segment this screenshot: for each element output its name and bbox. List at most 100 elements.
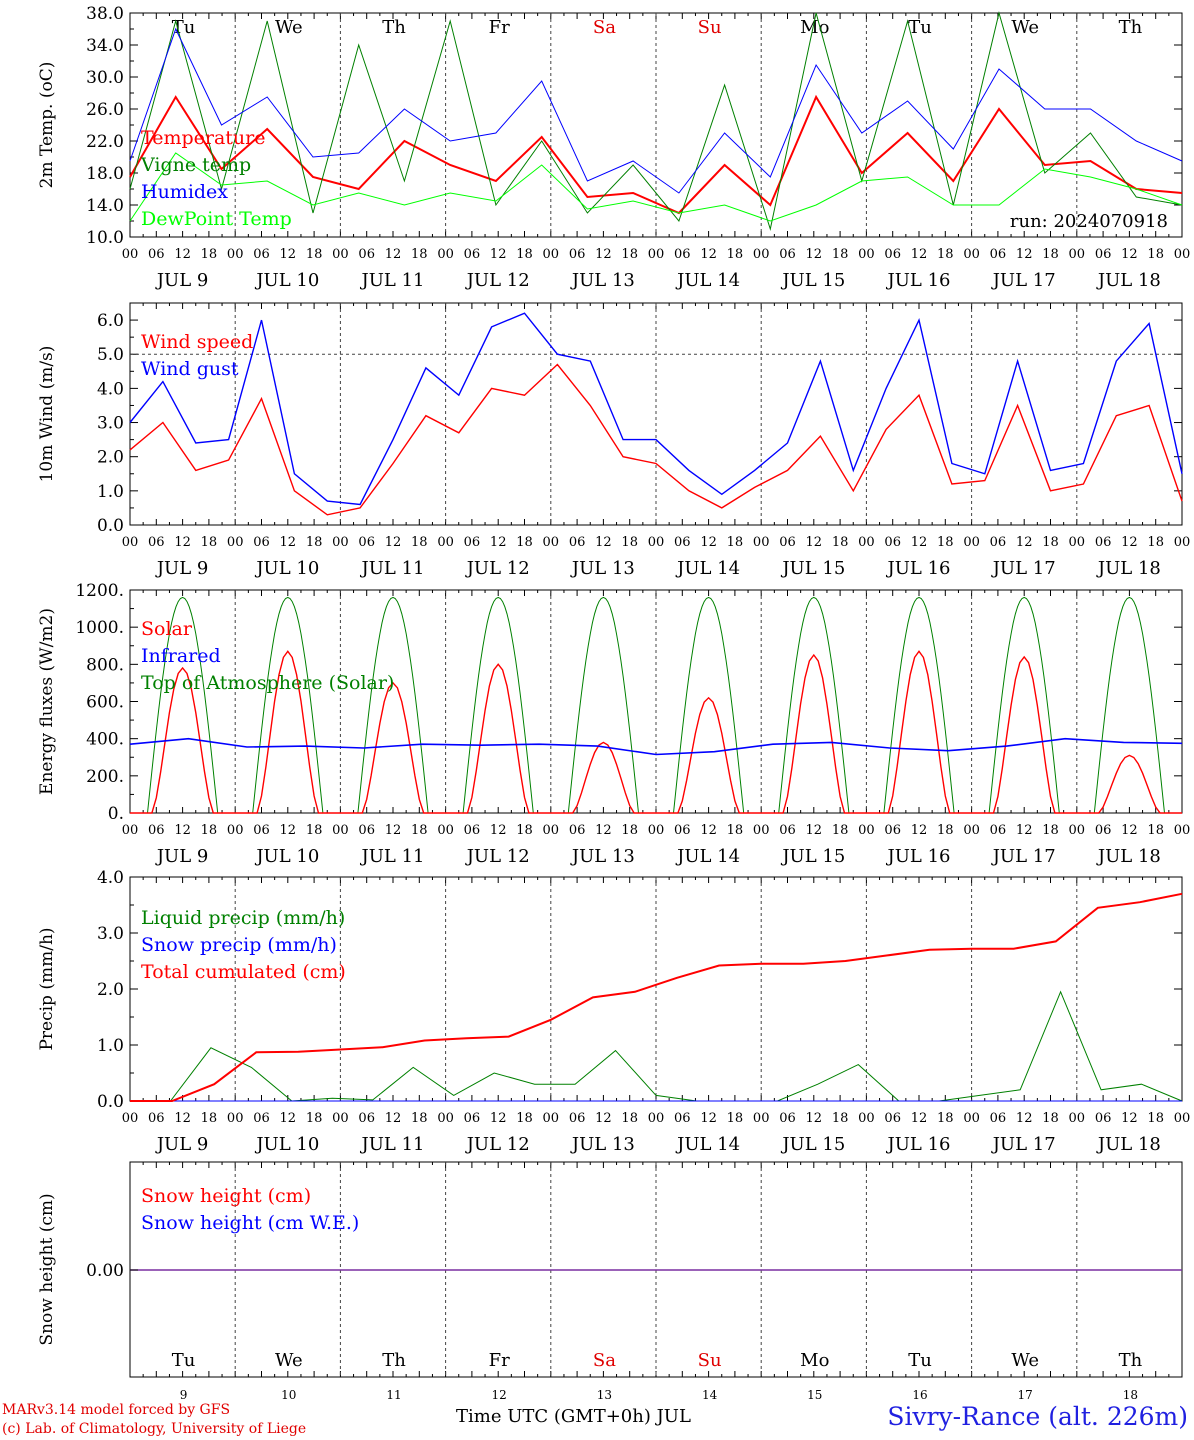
hour-tick-label: 00 — [753, 823, 770, 838]
hour-tick-label: 12 — [1016, 1111, 1033, 1126]
hour-tick-label: 06 — [464, 1111, 481, 1126]
hour-tick-label: 12 — [280, 823, 297, 838]
x-axis-title: Time UTC (GMT+0h) JUL — [456, 1406, 691, 1427]
hour-tick-label: 00 — [122, 823, 139, 838]
date-label: JUL 18 — [1096, 270, 1161, 291]
y-tick-label: 3.0 — [97, 414, 124, 434]
day-number-label: 15 — [807, 1388, 822, 1400]
hour-tick-label: 06 — [464, 535, 481, 550]
weekday-label-top: Th — [1119, 17, 1143, 38]
hour-tick-label: 06 — [884, 823, 901, 838]
weekday-label-top: Fr — [489, 17, 510, 38]
legend-dewpoint-temp: DewPoint Temp — [141, 208, 292, 230]
y-axis-label-2: 10m Wind (m/s) — [37, 346, 57, 483]
date-label: JUL 12 — [465, 558, 530, 579]
hour-tick-label: 06 — [1095, 1111, 1112, 1126]
series-wind-speed — [129, 363, 1183, 516]
hour-tick-label: 00 — [648, 535, 665, 550]
hour-tick-label: 00 — [332, 1111, 349, 1126]
series-vigne-temp — [129, 11, 1183, 231]
hour-tick-label: 18 — [832, 535, 849, 550]
hour-tick-label: 00 — [332, 823, 349, 838]
hour-tick-label: 06 — [358, 823, 375, 838]
weekday-label-bottom: Sa — [593, 1350, 616, 1371]
hour-tick-label: 12 — [280, 1111, 297, 1126]
y-tick-label: 34.0 — [86, 36, 124, 56]
weekday-label-top: Sa — [593, 17, 616, 38]
hour-tick-label: 12 — [1016, 247, 1033, 262]
hour-tick-label: 00 — [543, 1111, 560, 1126]
series-wind-gust — [129, 312, 1183, 506]
series-toa-solar — [235, 596, 341, 814]
date-label: JUL 11 — [360, 1134, 425, 1155]
legend-temperature: Temperature — [141, 127, 265, 149]
hour-tick-label: 00 — [437, 247, 454, 262]
hour-tick-label: 12 — [595, 535, 612, 550]
hour-tick-label: 00 — [122, 1111, 139, 1126]
day-number-label: 13 — [597, 1388, 612, 1400]
hour-tick-label: 00 — [963, 247, 980, 262]
weekday-label-bottom: Mo — [800, 1350, 829, 1371]
series-toa-solar — [971, 596, 1077, 814]
hour-tick-label: 12 — [174, 535, 191, 550]
hour-tick-label: 00 — [227, 1111, 244, 1126]
hour-tick-label: 18 — [727, 823, 744, 838]
weekday-label-bottom: Tu — [172, 1350, 196, 1371]
hour-tick-label: 12 — [490, 247, 507, 262]
hour-tick-label: 12 — [700, 823, 717, 838]
weekday-label-bottom: Th — [382, 1350, 406, 1371]
hour-tick-label: 18 — [201, 823, 218, 838]
legend-solar: Solar — [141, 618, 193, 640]
hour-tick-label: 12 — [1121, 535, 1138, 550]
hour-tick-label: 18 — [1042, 823, 1059, 838]
day-number-label: 17 — [1018, 1388, 1033, 1400]
hour-tick-label: 12 — [700, 535, 717, 550]
hour-tick-label: 12 — [385, 535, 402, 550]
weekday-label-bottom: We — [1011, 1350, 1039, 1371]
hour-tick-label: 12 — [595, 247, 612, 262]
hour-tick-label: 06 — [464, 823, 481, 838]
date-label: JUL 15 — [780, 558, 845, 579]
hour-tick-label: 06 — [358, 1111, 375, 1126]
series-toa-solar — [550, 596, 656, 814]
date-label: JUL 14 — [675, 270, 740, 291]
hour-tick-label: 18 — [411, 823, 428, 838]
date-label: JUL 10 — [254, 558, 319, 579]
hour-tick-label: 18 — [937, 1111, 954, 1126]
hour-tick-label: 12 — [700, 247, 717, 262]
hour-tick-label: 18 — [411, 1111, 428, 1126]
series-solar — [656, 696, 762, 814]
hour-tick-label: 18 — [621, 823, 638, 838]
hour-tick-label: 06 — [779, 823, 796, 838]
day-number-label: 16 — [912, 1388, 927, 1400]
weekday-label-top: Th — [382, 17, 406, 38]
plot-frame-3 — [129, 589, 1183, 814]
hour-tick-label: 06 — [253, 247, 270, 262]
hour-tick-label: 18 — [1147, 535, 1164, 550]
hour-tick-label: 00 — [858, 1111, 875, 1126]
hour-tick-label: 18 — [306, 535, 323, 550]
series-toa-solar — [445, 596, 551, 814]
y-axis-label-1: 2m Temp. (oC) — [37, 62, 57, 189]
hour-tick-label: 00 — [543, 823, 560, 838]
hour-tick-label: 18 — [1147, 823, 1164, 838]
y-tick-label: 38.0 — [86, 4, 124, 24]
series-temperature — [129, 94, 1183, 215]
hour-tick-label: 18 — [516, 535, 533, 550]
hour-tick-label: 00 — [437, 535, 454, 550]
hour-tick-label: 06 — [674, 823, 691, 838]
y-tick-label: 3.0 — [97, 924, 124, 944]
hour-tick-label: 12 — [490, 535, 507, 550]
hour-tick-label: 12 — [174, 823, 191, 838]
legend-wind-speed: Wind speed — [141, 331, 253, 353]
hour-tick-label: 06 — [674, 1111, 691, 1126]
date-label: JUL 13 — [570, 846, 635, 867]
hour-tick-label: 18 — [832, 247, 849, 262]
hour-tick-label: 06 — [464, 247, 481, 262]
date-label: JUL 12 — [465, 1134, 530, 1155]
date-label: JUL 17 — [991, 846, 1056, 867]
series-toa-solar — [340, 596, 446, 814]
hour-tick-label: 00 — [858, 823, 875, 838]
legend-top-of-atmosphere-solar-: Top of Atmosphere (Solar) — [141, 672, 394, 694]
date-label: JUL 17 — [991, 558, 1056, 579]
